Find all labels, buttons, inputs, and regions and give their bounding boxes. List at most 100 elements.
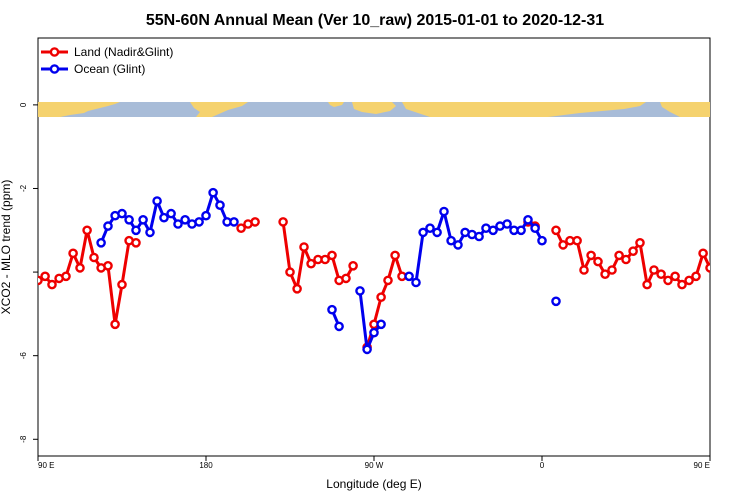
data-point-land <box>383 275 393 286</box>
data-point-land <box>728 264 735 271</box>
data-point-land <box>40 271 50 282</box>
y-tick-label: 0 <box>19 102 28 107</box>
x-axis-label: Longitude (deg E) <box>326 477 421 491</box>
y-axis: 0 -2 -6 -8 <box>19 102 38 443</box>
data-point-land <box>110 319 120 330</box>
data-point-ocean <box>96 237 106 248</box>
data-point-ocean <box>734 223 741 230</box>
data-point-ocean <box>131 225 141 236</box>
data-point-ocean <box>530 223 540 233</box>
data-point-land <box>734 262 741 269</box>
data-point-land <box>714 227 721 234</box>
data-point-ocean <box>194 217 204 227</box>
legend-item-land: Land (Nadir&Glint) <box>41 45 173 59</box>
data-point-ocean <box>159 212 169 223</box>
data-point-land <box>103 260 113 271</box>
data-point-land <box>306 258 316 269</box>
data-point-land <box>320 254 330 265</box>
data-point-ocean <box>152 196 162 206</box>
data-point-ocean <box>376 319 386 330</box>
data-point-ocean <box>439 206 449 217</box>
data-point-ocean <box>523 214 533 225</box>
data-point-ocean <box>208 187 218 198</box>
legend-label-land: Land (Nadir&Glint) <box>74 45 173 59</box>
data-point-land <box>593 256 603 267</box>
series-layer <box>38 187 749 355</box>
data-point-land <box>551 225 561 236</box>
data-point-ocean <box>166 208 176 219</box>
data-point-land <box>376 292 386 303</box>
data-point-ocean <box>173 219 183 229</box>
x-tick-label: 90 E <box>694 461 710 470</box>
data-point-ocean <box>327 304 337 315</box>
data-point-land <box>628 246 638 256</box>
legend: Land (Nadir&Glint) Ocean (Glint) <box>41 45 173 76</box>
data-point-ocean <box>411 277 421 288</box>
data-point-ocean <box>124 214 134 225</box>
data-point-ocean <box>432 227 442 238</box>
data-point-ocean <box>103 221 113 231</box>
data-point-ocean <box>425 223 435 233</box>
data-point-land <box>68 248 78 259</box>
data-point-land <box>572 235 582 246</box>
series-line-land <box>554 229 710 287</box>
data-point-ocean <box>418 227 428 238</box>
data-point-land <box>705 263 710 273</box>
data-point-land <box>292 283 302 294</box>
data-point-land <box>558 240 568 250</box>
data-point-land <box>285 267 295 277</box>
data-point-land <box>348 260 358 271</box>
data-point-land <box>47 279 57 290</box>
series-line-land <box>38 228 137 326</box>
data-point-ocean <box>355 286 365 296</box>
data-point-land <box>720 254 727 261</box>
data-point-ocean <box>145 227 155 238</box>
x-tick-label: 180 <box>199 461 213 470</box>
data-point-land <box>649 265 659 275</box>
x-tick-label: 90 W <box>365 461 384 470</box>
legend-marker-land <box>49 47 60 57</box>
y-tick-label: -8 <box>19 435 28 443</box>
data-point-ocean <box>138 214 148 225</box>
data-point-land <box>75 263 85 273</box>
y-tick-label: -6 <box>19 352 28 360</box>
data-point-ocean <box>201 210 211 221</box>
data-point-land <box>691 271 701 282</box>
data-point-ocean <box>728 239 735 246</box>
data-point-land <box>635 237 645 248</box>
data-point-ocean <box>446 235 456 246</box>
data-point-ocean <box>474 231 484 242</box>
y-axis-label: XCO2 - MLO trend (ppm) <box>0 180 13 315</box>
legend-label-ocean: Ocean (Glint) <box>74 62 145 76</box>
data-point-ocean <box>742 212 749 219</box>
series-line-ocean <box>408 210 544 284</box>
data-point-ocean <box>215 200 225 210</box>
data-point-land <box>390 250 400 261</box>
data-point-land <box>131 237 141 248</box>
data-point-land <box>579 265 589 275</box>
data-point-land <box>677 279 687 290</box>
data-point-land <box>742 321 749 328</box>
chart-title: 55N-60N Annual Mean (Ver 10_raw) 2015-01… <box>146 12 604 29</box>
data-point-land <box>656 269 666 280</box>
data-point-land <box>278 217 288 227</box>
data-point-land <box>663 275 673 286</box>
data-point-land <box>38 275 43 286</box>
x-tick-label: 90 E <box>38 461 54 470</box>
data-point-land <box>698 248 708 259</box>
data-point-ocean <box>551 296 561 307</box>
data-point-ocean <box>369 327 379 338</box>
data-point-land <box>250 217 260 227</box>
data-point-ocean <box>180 214 190 225</box>
data-point-ocean <box>537 235 547 246</box>
data-point-land <box>299 242 309 252</box>
data-point-ocean <box>229 217 239 227</box>
data-point-land <box>684 275 694 286</box>
data-point-land <box>642 279 652 290</box>
x-axis: 90 E 180 90 W 0 90 E <box>37 456 711 470</box>
data-point-ocean <box>453 240 463 250</box>
data-point-ocean <box>404 271 414 282</box>
y-tick-label: -2 <box>19 184 28 192</box>
plot-frame <box>37 37 711 457</box>
